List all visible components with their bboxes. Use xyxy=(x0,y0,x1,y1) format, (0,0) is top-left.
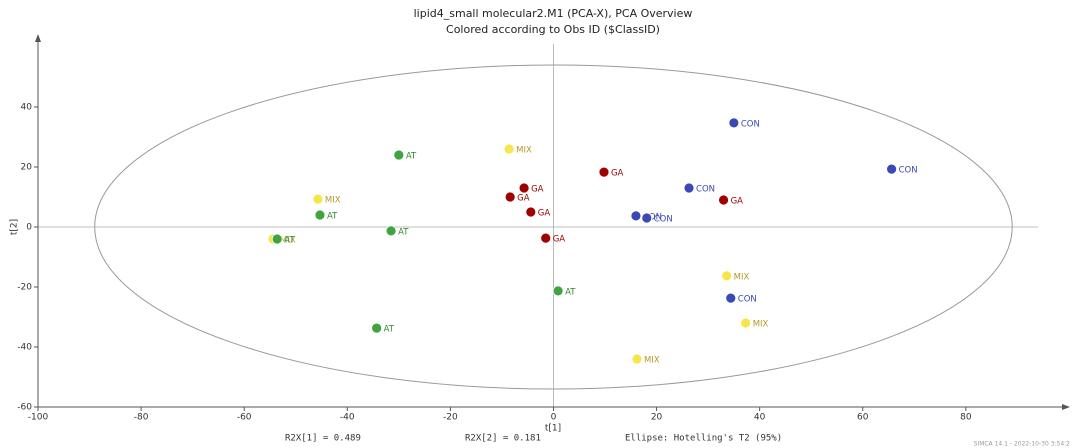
point-label: AT xyxy=(284,236,295,246)
point xyxy=(740,317,752,329)
point xyxy=(393,149,405,161)
footer-r2x1: R2X[1] = 0.489 xyxy=(285,434,361,444)
x-tick-label: 40 xyxy=(754,413,766,423)
x-tick-label: -40 xyxy=(340,413,355,423)
point xyxy=(718,194,729,206)
y-tick-label: 0 xyxy=(26,223,32,233)
point xyxy=(314,209,326,221)
point xyxy=(641,212,653,224)
x-tick-label: -60 xyxy=(237,413,252,423)
point-label: CON xyxy=(741,119,760,129)
point xyxy=(518,182,530,194)
y-tick-label: -60 xyxy=(17,403,32,413)
point xyxy=(630,210,642,222)
point xyxy=(271,233,283,245)
point xyxy=(886,163,898,175)
point xyxy=(728,117,740,129)
point-label: CON xyxy=(696,185,715,195)
point-label: MIX xyxy=(753,320,769,330)
point-label: CON xyxy=(643,212,662,222)
y-axis-label: t[2] xyxy=(10,219,20,235)
x-tick-label: 80 xyxy=(960,413,972,423)
point-label: MIX xyxy=(644,356,660,366)
y-axis-arrow xyxy=(35,34,41,42)
x-tick-label: 60 xyxy=(857,413,869,423)
point xyxy=(598,166,610,178)
x-tick-label: -20 xyxy=(443,413,458,423)
x-tick-label: -100 xyxy=(28,413,49,423)
point-label: AT xyxy=(565,287,576,297)
point-label: MIX xyxy=(734,272,750,282)
point-label: AT xyxy=(398,227,409,237)
y-tick-label: 40 xyxy=(21,103,33,113)
x-tick-label: 20 xyxy=(651,413,663,423)
point xyxy=(503,143,515,155)
point xyxy=(552,285,564,297)
point xyxy=(371,322,383,334)
chart-title: lipid4_small molecular2.M1 (PCA-X), PCA … xyxy=(414,7,693,20)
point-label: GA xyxy=(553,235,566,245)
y-tick-label: -40 xyxy=(17,343,32,353)
point xyxy=(385,225,397,237)
chart-subtitle: Colored according to Obs ID ($ClassID) xyxy=(446,23,660,36)
point-label: GA xyxy=(611,169,624,179)
point xyxy=(725,292,737,304)
point-label: GA xyxy=(731,197,744,207)
point-label: AT xyxy=(406,152,417,162)
x-axis-arrow xyxy=(1062,404,1070,410)
point xyxy=(525,206,537,218)
point-label: GA xyxy=(517,194,530,204)
footer-r2x2: R2X[2] = 0.181 xyxy=(465,434,541,444)
point xyxy=(631,353,643,365)
point-label: MIX xyxy=(516,146,532,156)
point xyxy=(504,191,516,203)
point xyxy=(312,193,324,205)
point-label: MIX xyxy=(325,196,341,206)
point-label: CON xyxy=(738,295,757,305)
footer-ellipse: Ellipse: Hotelling's T2 (95%) xyxy=(625,434,782,444)
point-label: GA xyxy=(531,185,544,195)
point-label: AT xyxy=(384,325,395,335)
watermark: SIMCA 14.1 - 2022-10-30 3:54:2 xyxy=(974,441,1071,448)
y-tick-label: -20 xyxy=(17,283,32,293)
point-label: MIX xyxy=(280,236,296,246)
x-tick-label: -80 xyxy=(134,413,149,423)
point-label: GA xyxy=(538,209,551,219)
point xyxy=(683,182,695,194)
point-label: CON xyxy=(899,166,918,176)
point xyxy=(721,270,733,282)
x-axis-label: t[1] xyxy=(545,424,561,434)
y-tick-label: 20 xyxy=(21,163,33,173)
x-tick-label: 0 xyxy=(551,413,557,423)
point-label: AT xyxy=(327,212,338,222)
point-label: CON xyxy=(654,215,673,225)
point xyxy=(540,232,552,244)
